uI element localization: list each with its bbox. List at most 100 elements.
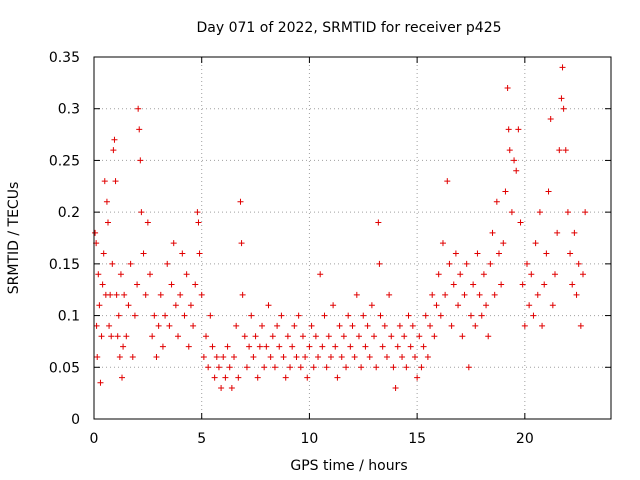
data-point — [315, 353, 322, 360]
data-point — [136, 126, 143, 133]
data-point — [396, 322, 403, 329]
data-point — [93, 322, 100, 329]
data-point — [347, 343, 354, 350]
data-point — [355, 333, 362, 340]
data-point — [119, 374, 126, 381]
y-tick-label: 0.15 — [49, 257, 80, 273]
data-point — [185, 343, 192, 350]
data-point — [239, 291, 246, 298]
data-point — [459, 333, 466, 340]
data-point — [95, 271, 102, 278]
y-tick-label: 0.1 — [58, 309, 80, 325]
data-point — [536, 209, 543, 216]
data-point — [302, 353, 309, 360]
x-axis-label: GPS time / hours — [290, 458, 407, 474]
data-point — [243, 364, 250, 371]
data-point — [470, 281, 477, 288]
y-tick-label: 0.2 — [58, 205, 80, 221]
data-point — [115, 312, 122, 319]
data-point — [394, 343, 401, 350]
data-point — [485, 333, 492, 340]
data-point — [433, 302, 440, 309]
data-point — [560, 105, 567, 112]
data-point — [502, 188, 509, 195]
data-point — [224, 343, 231, 350]
data-point — [461, 291, 468, 298]
data-point — [564, 209, 571, 216]
data-point — [383, 353, 390, 360]
data-point — [362, 343, 369, 350]
data-point — [446, 260, 453, 267]
y-tick-label: 0.05 — [49, 360, 80, 376]
data-point — [246, 343, 253, 350]
data-point — [105, 219, 112, 226]
data-point — [450, 281, 457, 288]
data-point — [287, 364, 294, 371]
data-point — [340, 333, 347, 340]
data-point — [153, 353, 160, 360]
data-point — [409, 322, 416, 329]
data-point — [138, 209, 145, 216]
data-point — [376, 260, 383, 267]
data-point — [336, 322, 343, 329]
data-point — [427, 322, 434, 329]
data-point — [110, 147, 117, 154]
data-point — [455, 302, 462, 309]
data-point — [108, 333, 115, 340]
data-point — [101, 178, 108, 185]
data-point — [530, 312, 537, 319]
data-point — [495, 250, 502, 257]
data-point — [179, 250, 186, 257]
data-point — [207, 312, 214, 319]
data-point — [508, 209, 515, 216]
data-point — [140, 250, 147, 257]
data-point — [135, 105, 142, 112]
data-point — [483, 302, 490, 309]
data-point — [235, 374, 242, 381]
data-point — [107, 291, 114, 298]
data-point — [491, 291, 498, 298]
data-point — [541, 281, 548, 288]
data-point — [386, 291, 393, 298]
data-point — [317, 271, 324, 278]
data-point — [269, 333, 276, 340]
data-point — [582, 209, 589, 216]
data-point — [452, 250, 459, 257]
data-point — [500, 240, 507, 247]
y-tick-label: 0.25 — [49, 153, 80, 169]
data-point — [418, 364, 425, 371]
data-point — [259, 322, 266, 329]
data-point — [505, 126, 512, 133]
data-point — [439, 240, 446, 247]
data-point — [351, 353, 358, 360]
data-point — [144, 219, 151, 226]
data-point — [549, 302, 556, 309]
data-point — [327, 353, 334, 360]
data-point — [513, 167, 520, 174]
data-point — [543, 250, 550, 257]
data-point — [125, 302, 132, 309]
data-point — [429, 291, 436, 298]
data-point — [364, 322, 371, 329]
data-point — [147, 271, 154, 278]
data-point — [297, 364, 304, 371]
data-point — [100, 250, 107, 257]
data-point — [349, 322, 356, 329]
data-point — [103, 198, 110, 205]
data-point — [532, 240, 539, 247]
data-point — [551, 271, 558, 278]
data-point — [504, 85, 511, 92]
data-point — [575, 260, 582, 267]
data-point — [401, 333, 408, 340]
data-point — [444, 178, 451, 185]
data-point — [472, 322, 479, 329]
data-point — [435, 271, 442, 278]
data-point — [343, 364, 350, 371]
data-point — [155, 322, 162, 329]
data-point — [215, 364, 222, 371]
data-point — [137, 157, 144, 164]
data-point — [306, 343, 313, 350]
data-point — [515, 126, 522, 133]
data-point — [293, 353, 300, 360]
